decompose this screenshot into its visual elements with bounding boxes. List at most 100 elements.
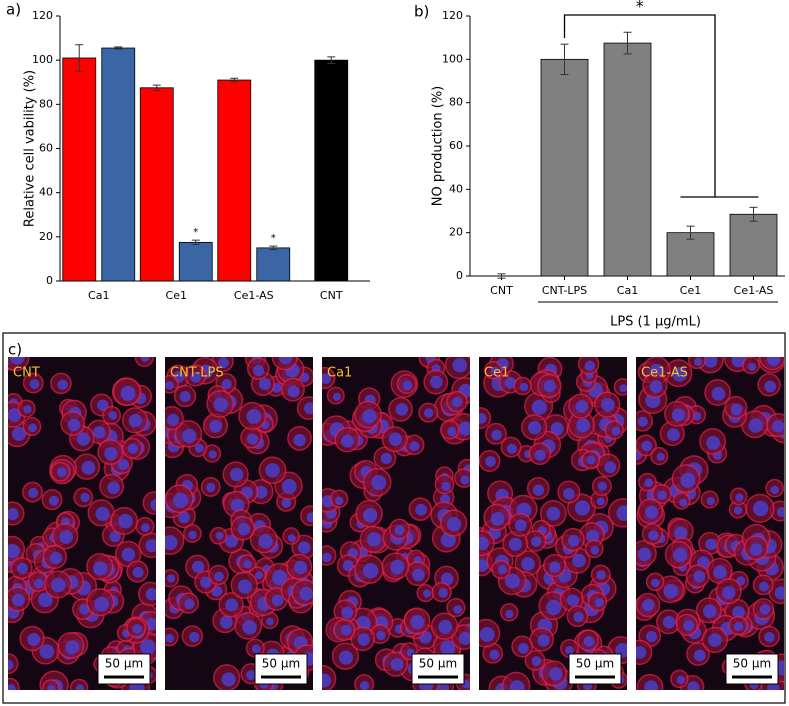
cell-nucleus xyxy=(59,530,74,544)
cell-nucleus xyxy=(94,596,109,612)
y-tick-label: 0 xyxy=(456,269,463,282)
panel-name: Ca1 xyxy=(327,366,352,381)
cell-nucleus xyxy=(574,500,590,516)
cell-nucleus xyxy=(514,519,527,532)
cell-nucleus xyxy=(118,459,129,471)
cell-nucleus xyxy=(601,398,615,412)
scale-label: 50 µm xyxy=(105,657,143,671)
micrograph: Ce1-AS 50 µm xyxy=(636,357,784,690)
cell-nucleus xyxy=(12,593,25,607)
cell-nucleus xyxy=(251,644,261,654)
x-tick-label: Ce1-AS xyxy=(734,284,774,297)
cell-nucleus xyxy=(594,597,604,607)
cell-nucleus xyxy=(549,667,563,681)
cell-nucleus xyxy=(410,615,425,630)
cell-nucleus xyxy=(453,605,463,614)
error-bar xyxy=(230,77,239,83)
cell-nucleus xyxy=(166,574,176,583)
cell-nucleus xyxy=(412,568,425,582)
cell-nucleus xyxy=(636,646,647,659)
cell-nucleus xyxy=(8,660,14,671)
cell-nucleus xyxy=(213,397,228,412)
error-bar xyxy=(623,31,632,55)
cell-nucleus xyxy=(209,419,223,433)
cell-nucleus xyxy=(380,452,392,464)
bar xyxy=(178,241,213,282)
scale-box xyxy=(411,653,465,685)
y-tick-label: 80 xyxy=(39,97,53,110)
cell-nucleus xyxy=(650,578,660,588)
cell-nucleus xyxy=(491,429,502,441)
scale-box xyxy=(254,653,308,685)
panel-label: b) xyxy=(414,3,429,21)
cell-nucleus xyxy=(16,562,28,574)
cell-nucleus xyxy=(107,481,120,495)
cell-nucleus xyxy=(415,503,427,516)
cell-nucleus xyxy=(38,592,53,608)
cell-nucleus xyxy=(673,548,688,563)
cell-nucleus xyxy=(340,434,355,448)
cell-nucleus xyxy=(604,461,617,474)
cell-nucleus xyxy=(584,360,595,371)
cell-nucleus xyxy=(165,381,174,390)
cell-nucleus xyxy=(243,560,252,569)
y-tick-label: 120 xyxy=(442,9,463,22)
y-tick-label: 80 xyxy=(449,96,463,109)
micrograph: CNT-LPS 50 µm xyxy=(165,357,313,690)
cell-nucleus xyxy=(188,530,197,540)
cell-nucleus xyxy=(334,496,344,505)
cell-nucleus xyxy=(530,536,542,547)
bar xyxy=(256,247,291,282)
cell-nucleus xyxy=(208,450,217,459)
cell-nucleus xyxy=(390,559,405,575)
y-tick-label: 0 xyxy=(46,274,53,287)
bar xyxy=(729,213,778,277)
x-tick-label: Ce1 xyxy=(166,289,187,302)
cell-nucleus xyxy=(753,500,769,517)
x-tick-label: CNT xyxy=(490,284,513,297)
cell-nucleus xyxy=(357,633,370,646)
y-tick-label: 40 xyxy=(449,182,463,195)
cell-nucleus xyxy=(49,551,63,565)
cell-nucleus xyxy=(759,604,771,615)
cell-nucleus xyxy=(708,633,722,647)
cell-nucleus xyxy=(376,630,386,641)
cell-nucleus xyxy=(332,392,341,401)
y-axis-title: NO production (%) xyxy=(431,86,446,207)
cell-nucleus xyxy=(132,566,144,578)
cell-nucleus xyxy=(702,604,717,618)
cell-nucleus xyxy=(748,418,763,433)
scale-box xyxy=(97,653,151,685)
cell-nucleus xyxy=(127,443,138,454)
cell-nucleus xyxy=(50,577,66,593)
cell-nucleus xyxy=(229,467,244,482)
cell-nucleus xyxy=(573,611,584,623)
cell-nucleus xyxy=(140,357,150,362)
panel-name: CNT xyxy=(13,366,40,381)
cell-nucleus xyxy=(637,416,648,427)
cell-nucleus xyxy=(221,672,236,687)
cell-nucleus xyxy=(641,440,653,452)
cells xyxy=(165,357,313,690)
cell-nucleus xyxy=(430,375,443,389)
scale-label: 50 µm xyxy=(733,657,771,671)
cell-nucleus xyxy=(95,506,110,521)
cell-nucleus xyxy=(586,455,596,465)
cell-nucleus xyxy=(667,428,680,441)
cell-nucleus xyxy=(57,379,68,391)
cell-nucleus xyxy=(693,570,706,583)
cell-nucleus xyxy=(299,587,313,601)
scale-label: 50 µm xyxy=(262,657,300,671)
cell-nucleus xyxy=(583,635,595,647)
bar xyxy=(314,59,349,282)
cell-nucleus xyxy=(215,531,224,540)
cell-nucleus xyxy=(237,523,251,536)
cell-nucleus xyxy=(409,441,420,452)
cell-nucleus xyxy=(165,535,178,551)
micrograph: Ce1 50 µm xyxy=(479,357,627,690)
cell-nucleus xyxy=(566,594,579,607)
cell-nucleus xyxy=(485,456,496,467)
cell-nucleus xyxy=(657,490,667,501)
error-bar xyxy=(152,84,161,91)
bar xyxy=(139,87,174,282)
